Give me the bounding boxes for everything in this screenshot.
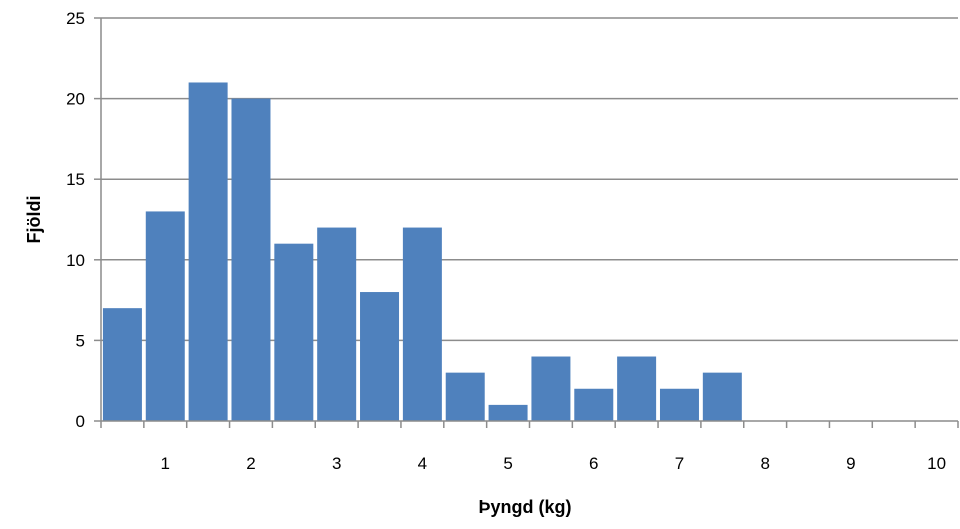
x-tick-label-1: 1 [161, 454, 170, 473]
bar-bin-1 [102, 308, 142, 421]
bar-bin-3 [188, 82, 228, 421]
bar-bin-8 [402, 227, 442, 421]
y-tick-label-25: 25 [66, 9, 85, 28]
x-tick-label-8: 8 [760, 454, 769, 473]
bar-bin-5 [274, 243, 314, 421]
y-tick-label-20: 20 [66, 90, 85, 109]
x-tick-label-7: 7 [675, 454, 684, 473]
y-tick-label-10: 10 [66, 251, 85, 270]
x-tick-label-6: 6 [589, 454, 598, 473]
tick-labels: 0 5 10 15 20 25 1 2 3 4 5 6 7 8 9 10 [66, 9, 946, 473]
bar-bin-6 [317, 227, 357, 421]
x-tick-label-5: 5 [503, 454, 512, 473]
bar-bin-14 [659, 388, 699, 421]
y-tick-label-5: 5 [76, 331, 85, 350]
bars [102, 82, 742, 421]
bar-bin-2 [145, 211, 185, 421]
bar-bin-4 [231, 98, 271, 421]
y-axis-title: Fjöldi [24, 196, 44, 244]
bar-bin-10 [488, 404, 528, 421]
bar-bin-15 [702, 372, 742, 421]
bar-bin-11 [531, 356, 571, 421]
y-tick-label-0: 0 [76, 412, 85, 431]
gridlines [101, 17, 958, 342]
x-tick-label-10: 10 [927, 454, 946, 473]
x-tick-label-2: 2 [246, 454, 255, 473]
bar-bin-7 [360, 292, 400, 421]
y-tick-label-15: 15 [66, 170, 85, 189]
x-axis-title: Þyngd (kg) [479, 497, 572, 517]
x-tick-label-4: 4 [418, 454, 427, 473]
x-tick-label-9: 9 [846, 454, 855, 473]
bar-bin-13 [617, 356, 657, 421]
bar-bin-12 [574, 388, 614, 421]
bar-bin-9 [445, 372, 485, 421]
axes [94, 17, 959, 428]
x-tick-label-3: 3 [332, 454, 341, 473]
